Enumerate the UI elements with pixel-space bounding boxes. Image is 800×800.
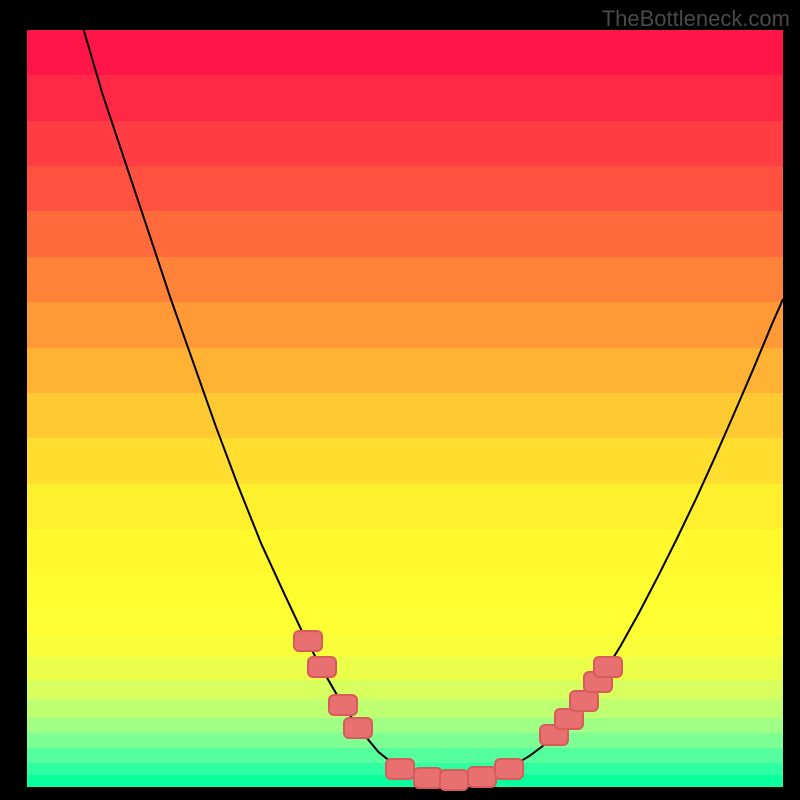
gradient-band <box>27 393 783 439</box>
gradient-band <box>27 348 783 394</box>
gradient-band <box>27 657 783 681</box>
gradient-band <box>27 438 783 484</box>
data-marker <box>293 630 323 652</box>
gradient-band <box>27 718 783 734</box>
data-marker <box>494 758 524 780</box>
data-marker <box>385 758 415 780</box>
gradient-band <box>27 302 783 348</box>
gradient-band <box>27 529 783 575</box>
gradient-band <box>27 121 783 167</box>
gradient-band <box>27 166 783 212</box>
data-marker <box>569 690 599 712</box>
gradient-band <box>27 30 783 76</box>
gradient-band <box>27 211 783 257</box>
data-marker <box>307 656 337 678</box>
gradient-band <box>27 75 783 121</box>
data-marker <box>593 656 623 678</box>
gradient-band <box>27 635 783 659</box>
gradient-band <box>27 699 783 719</box>
data-marker <box>328 694 358 716</box>
gradient-band <box>27 257 783 303</box>
data-marker <box>343 717 373 739</box>
gradient-band <box>27 680 783 700</box>
gradient-band <box>27 605 783 636</box>
data-marker <box>439 769 469 791</box>
gradient-band <box>27 484 783 530</box>
chart-plot-area <box>27 30 783 786</box>
watermark-text: TheBottleneck.com <box>602 6 790 32</box>
gradient-band <box>27 733 783 749</box>
gradient-band <box>27 574 783 605</box>
